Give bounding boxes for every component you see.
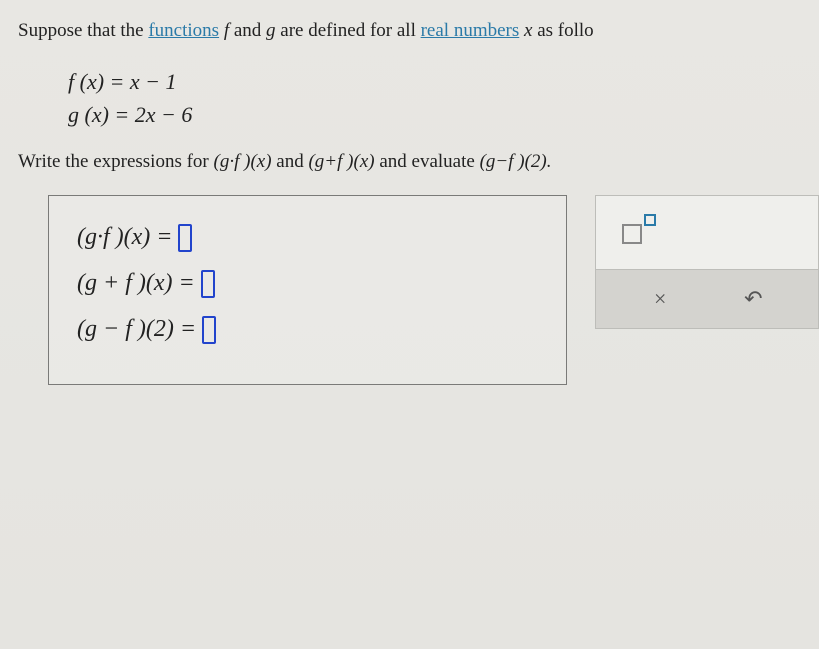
var-g: g [266, 20, 276, 41]
input-gplusf[interactable] [201, 270, 215, 298]
input-gminusf[interactable] [202, 316, 216, 344]
tool-panel: × ↶ [595, 195, 819, 329]
expr-gplusf: (g+f )(x) [308, 151, 374, 172]
instruction-text: Write the expressions for (g·f )(x) and … [18, 151, 819, 173]
lhs-gplusf: (g + f )(x) = [77, 270, 195, 297]
undo-button[interactable]: ↶ [733, 286, 773, 312]
answer-row-3: (g − f )(2) = [77, 316, 538, 344]
answer-box: (g·f )(x) = (g + f )(x) = (g − f )(2) = [48, 195, 567, 385]
link-functions[interactable]: functions [148, 20, 219, 41]
question-text: Suppose that the functions f and g are d… [18, 18, 819, 45]
input-gf[interactable] [178, 224, 192, 252]
def-f: f (x) = x − 1 [68, 65, 819, 98]
function-definitions: f (x) = x − 1 g (x) = 2x − 6 [68, 65, 819, 131]
lhs-gf: (g·f )(x) = [77, 224, 172, 251]
answer-row-2: (g + f )(x) = [77, 270, 538, 298]
tool-top-row [595, 195, 819, 269]
answer-row-1: (g·f )(x) = [77, 224, 538, 252]
exponent-sup-icon [644, 214, 656, 226]
expr-gminusf: (g−f )(2). [480, 151, 552, 172]
def-g: g (x) = 2x − 6 [68, 98, 819, 131]
answer-area: (g·f )(x) = (g + f )(x) = (g − f )(2) = … [48, 195, 819, 385]
tool-bottom-row: × ↶ [595, 269, 819, 329]
expr-gf: (g·f )(x) [214, 151, 272, 172]
close-button[interactable]: × [640, 286, 680, 312]
exponent-button[interactable] [620, 212, 660, 252]
exponent-base-icon [622, 224, 642, 244]
link-real-numbers[interactable]: real numbers [421, 20, 520, 41]
lhs-gminusf: (g − f )(2) = [77, 316, 196, 343]
q-prefix: Suppose that the [18, 20, 148, 41]
